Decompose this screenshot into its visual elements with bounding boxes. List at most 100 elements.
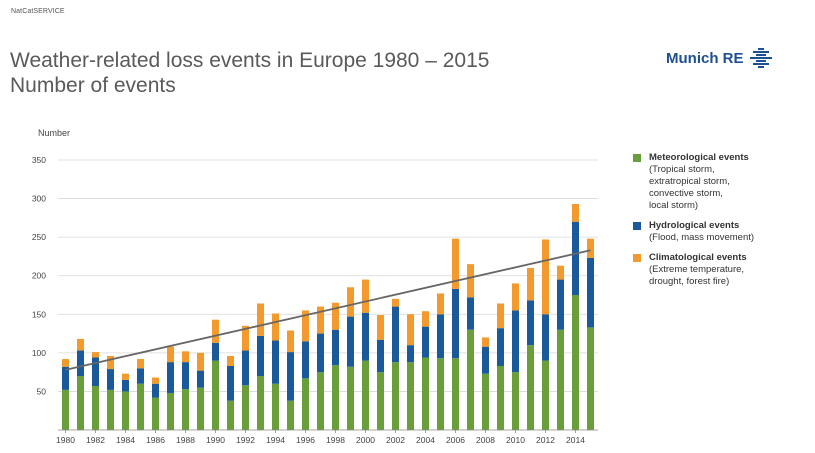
bar-meteorological-1986 [152, 397, 159, 430]
bar-climatological-1996 [302, 310, 309, 342]
bar-climatological-2003 [407, 314, 414, 346]
bar-meteorological-1991 [227, 400, 234, 430]
munich-re-emblem-icon [749, 48, 772, 68]
x-tick-label: 1980 [56, 435, 75, 445]
bar-climatological-1981 [77, 338, 84, 351]
legend-series-name: Climatological events [649, 252, 747, 263]
bar-meteorological-1989 [197, 387, 204, 430]
legend-swatch [633, 254, 641, 262]
bar-climatological-1988 [182, 351, 189, 363]
x-tick-label: 2014 [566, 435, 585, 445]
bar-meteorological-1996 [302, 378, 309, 430]
legend-swatch [633, 222, 641, 230]
bar-meteorological-2001 [377, 372, 384, 430]
legend-text: Climatological events (Extreme temperatur… [649, 252, 747, 288]
bar-climatological-1997 [317, 306, 324, 334]
bar-hydrological-2009 [497, 328, 504, 366]
bar-meteorological-2004 [422, 357, 429, 430]
x-tick-label: 2004 [416, 435, 435, 445]
x-tick-label: 2002 [386, 435, 405, 445]
legend-item: Meteorological events (Tropical storm, ext… [633, 152, 813, 212]
x-tick-label: 2008 [476, 435, 495, 445]
bar-climatological-1992 [242, 325, 249, 351]
bar-meteorological-1995 [287, 400, 294, 430]
bar-climatological-1986 [152, 377, 159, 384]
bar-hydrological-1994 [272, 340, 279, 384]
bar-climatological-1987 [167, 346, 174, 363]
bar-climatological-2013 [557, 265, 564, 280]
bar-climatological-1983 [107, 355, 114, 370]
x-tick-label: 1990 [206, 435, 225, 445]
bar-hydrological-2006 [452, 288, 459, 359]
bar-hydrological-1984 [122, 379, 129, 392]
x-tick-label: 1996 [296, 435, 315, 445]
bar-meteorological-2007 [467, 329, 474, 430]
legend-text: Hydrological events (Flood, mass movement… [649, 220, 754, 244]
bar-meteorological-1994 [272, 383, 279, 430]
bar-climatological-1993 [257, 303, 264, 336]
bar-meteorological-2012 [542, 360, 549, 430]
bar-climatological-2004 [422, 311, 429, 327]
y-tick-label: 300 [32, 194, 46, 204]
x-tick-label: 2010 [506, 435, 525, 445]
bar-hydrological-1995 [287, 352, 294, 401]
bar-hydrological-1987 [167, 362, 174, 393]
bar-meteorological-2005 [437, 358, 444, 430]
x-tick-label: 1988 [176, 435, 195, 445]
chart-legend: Meteorological events (Tropical storm, ext… [633, 152, 813, 296]
bar-hydrological-2005 [437, 314, 444, 359]
bar-climatological-1990 [212, 319, 219, 343]
bar-meteorological-1999 [347, 366, 354, 430]
bar-hydrological-2002 [392, 306, 399, 363]
legend-series-name: Hydrological events [649, 220, 740, 231]
bar-meteorological-2011 [527, 345, 534, 430]
bar-meteorological-1981 [77, 376, 84, 430]
y-tick-label: 350 [32, 155, 46, 165]
y-tick-label: 50 [37, 386, 47, 396]
bar-climatological-1985 [137, 359, 144, 369]
legend-series-description: drought, forest fire) [649, 276, 730, 287]
bar-climatological-2010 [512, 283, 519, 311]
bar-meteorological-1993 [257, 376, 264, 430]
bar-hydrological-1992 [242, 350, 249, 386]
legend-series-description: (Extreme temperature, [649, 264, 745, 275]
bar-hydrological-1997 [317, 333, 324, 373]
bar-climatological-1991 [227, 355, 234, 366]
legend-series-description: extratropical storm, [649, 176, 730, 187]
bar-hydrological-2014 [572, 221, 579, 295]
x-tick-label: 1984 [116, 435, 135, 445]
bar-climatological-1999 [347, 287, 354, 317]
y-tick-label: 200 [32, 271, 46, 281]
bar-climatological-1984 [122, 373, 129, 380]
x-tick-label: 2000 [356, 435, 375, 445]
legend-swatch [633, 154, 641, 162]
title-line-1: Weather-related loss events in Europe 19… [10, 49, 490, 72]
bar-meteorological-2000 [362, 360, 369, 430]
trend-line [65, 249, 591, 371]
y-tick-label: 100 [32, 348, 46, 358]
x-tick-label: 1998 [326, 435, 345, 445]
bar-hydrological-1986 [152, 383, 159, 398]
bar-hydrological-1996 [302, 341, 309, 379]
bar-meteorological-2008 [482, 373, 489, 430]
legend-series-description: convective storm, [649, 188, 723, 199]
bar-climatological-1989 [197, 352, 204, 371]
bar-hydrological-1985 [137, 368, 144, 384]
legend-text: Meteorological events (Tropical storm, ext… [649, 152, 749, 212]
bar-climatological-1980 [62, 359, 69, 367]
bar-climatological-2006 [452, 238, 459, 289]
legend-series-description: local storm) [649, 200, 699, 211]
bar-climatological-1995 [287, 330, 294, 353]
bar-hydrological-2013 [557, 279, 564, 330]
bar-hydrological-2003 [407, 345, 414, 363]
bar-hydrological-2011 [527, 300, 534, 346]
bar-meteorological-1984 [122, 391, 129, 430]
bar-climatological-2008 [482, 337, 489, 347]
bar-hydrological-1989 [197, 370, 204, 388]
y-tick-label: 150 [32, 309, 46, 319]
bar-meteorological-1985 [137, 383, 144, 430]
bar-meteorological-1998 [332, 365, 339, 430]
bar-climatological-1994 [272, 313, 279, 341]
x-tick-label: 1994 [266, 435, 285, 445]
bar-climatological-2009 [497, 303, 504, 329]
